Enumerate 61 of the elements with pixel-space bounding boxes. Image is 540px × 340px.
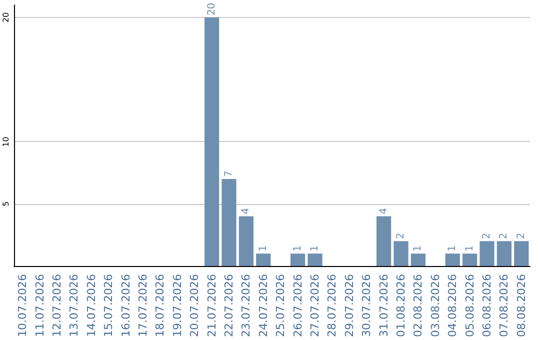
data-label: 1: [464, 245, 476, 252]
x-tick-label: 20.07.2026: [188, 274, 202, 338]
bar: [256, 254, 271, 266]
x-tick-label: 26.07.2026: [291, 274, 304, 338]
bar: [376, 216, 392, 266]
bar: [238, 216, 254, 266]
bar: [410, 254, 426, 266]
x-tick-label: 12.07.2026: [50, 274, 64, 338]
data-label: 1: [258, 245, 269, 252]
x-tick-label: 07.08.2026: [498, 274, 511, 338]
x-tick-label: 29.07.2026: [342, 274, 356, 338]
bar: [204, 17, 220, 266]
x-tick-label: 03.08.2026: [428, 274, 442, 338]
x-tick-label: 08.08.2026: [514, 274, 528, 338]
x-tick-label: 24.07.2026: [256, 274, 270, 338]
x-tick-label: 11.07.2026: [33, 274, 46, 338]
data-label: 1: [447, 245, 458, 252]
bar: [445, 254, 460, 266]
x-tick-label: 05.08.2026: [463, 274, 476, 338]
bar: [462, 254, 478, 266]
x-tick-label: 19.07.2026: [170, 274, 184, 338]
x-tick-label: 04.08.2026: [446, 274, 460, 338]
y-tick-label: 20: [2, 12, 10, 23]
y-tick-label: 10: [2, 136, 10, 147]
y-tick-label: 5: [2, 201, 10, 206]
bar: [480, 241, 494, 266]
data-label: 20: [206, 2, 218, 16]
bar: [514, 241, 529, 266]
x-tick-label: 18.07.2026: [154, 274, 167, 338]
x-tick-label: 15.07.2026: [102, 274, 116, 338]
x-tick-label: 28.07.2026: [326, 274, 339, 338]
x-tick-label: 27.07.2026: [308, 274, 322, 338]
bar: [290, 254, 306, 266]
data-label: 2: [498, 232, 510, 240]
data-label: 1: [292, 245, 304, 252]
x-tick-label: 16.07.2026: [119, 274, 132, 338]
x-tick-label: 01.08.2026: [394, 274, 408, 338]
x-tick-label: 14.07.2026: [84, 274, 98, 338]
x-tick-label: 25.07.2026: [274, 274, 288, 338]
data-label: 2: [396, 232, 406, 240]
bar: [394, 241, 408, 266]
data-label: 4: [378, 208, 390, 214]
data-label: 2: [516, 232, 527, 240]
x-tick-label: 21.07.2026: [205, 274, 218, 338]
data-label: 1: [412, 245, 424, 252]
bar: [496, 241, 512, 266]
x-tick-label: 30.07.2026: [360, 274, 374, 338]
bar: [308, 254, 322, 266]
bar: [222, 179, 236, 266]
data-label: 4: [240, 208, 252, 214]
x-tick-label: 23.07.2026: [240, 274, 253, 338]
x-tick-label: 02.08.2026: [412, 274, 425, 338]
data-label: 2: [482, 232, 492, 240]
x-tick-label: 06.08.2026: [480, 274, 494, 338]
x-tick-label: 31.07.2026: [377, 274, 390, 338]
x-tick-label: 22.07.2026: [222, 274, 236, 338]
x-tick-label: 17.07.2026: [136, 274, 150, 338]
data-label: 7: [224, 170, 234, 178]
x-tick-label: 13.07.2026: [68, 274, 81, 338]
x-tick-label: 10.07.2026: [16, 274, 30, 338]
data-label: 1: [310, 245, 320, 252]
